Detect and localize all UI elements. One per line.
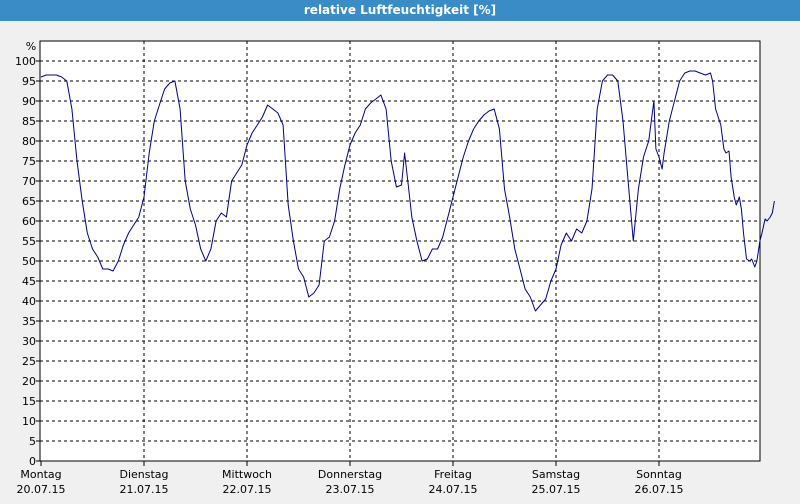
x-tick-day-label: Mittwoch [222,468,272,481]
y-tick-label: 65 [22,195,36,208]
y-tick-label: 25 [22,355,36,368]
x-tick-day-label: Donnerstag [318,468,382,481]
y-tick-label: 45 [22,275,36,288]
x-tick-date-label: 21.07.15 [120,483,169,496]
y-tick-label: 85 [22,115,36,128]
y-tick-label: 0 [29,455,36,468]
window-title: relative Luftfeuchtigkeit [%] [0,0,800,21]
x-tick-date-label: 25.07.15 [532,483,581,496]
x-tick-date-label: 20.07.15 [17,483,66,496]
y-tick-label: 55 [22,235,36,248]
series-line [40,70,775,312]
x-tick-day-label: Sonntag [636,468,682,481]
y-tick-label: 15 [22,395,36,408]
x-tick-day-label: Samstag [532,468,580,481]
plot-frame [39,40,761,462]
x-tick-day-label: Freitag [434,468,472,481]
y-tick-label: 80 [22,135,36,148]
y-tick-label: 60 [22,215,36,228]
y-tick-label: 75 [22,155,36,168]
y-tick-label: 100 [15,55,36,68]
y-tick-label: 90 [22,95,36,108]
y-tick-label: 20 [22,375,36,388]
y-tick-label: 10 [22,415,36,428]
y-tick-label: 5 [29,435,36,448]
x-tick-date-label: 26.07.15 [635,483,684,496]
x-tick-day-label: Dienstag [119,468,168,481]
y-tick-label: 70 [22,175,36,188]
y-tick-label: 30 [22,335,36,348]
x-tick-date-label: 22.07.15 [223,483,272,496]
y-tick-label: 95 [22,75,36,88]
plot-background [40,41,760,461]
x-tick-date-label: 24.07.15 [429,483,478,496]
y-tick-label: 50 [22,255,36,268]
x-tick-date-label: 23.07.15 [326,483,375,496]
x-tick-day-label: Montag [20,468,61,481]
chart-area: 0 5 10 15 20 25 30 35 40 45 50 55 60 65 70 75 80 85 90 95 10… [0,21,800,500]
humidity-chart: 0 5 10 15 20 25 30 35 40 45 50 55 60 65 70 75 80 85 90 95 10… [15,40,775,496]
y-axis-label: % [26,40,36,53]
y-tick-label: 35 [22,315,36,328]
y-tick-label: 40 [22,295,36,308]
